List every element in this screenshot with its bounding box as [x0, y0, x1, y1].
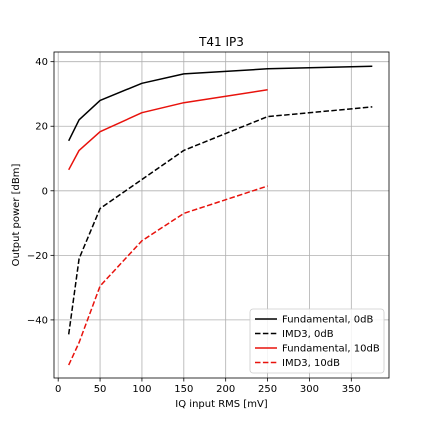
legend-box [249, 308, 385, 374]
y-tick-label: −40 [27, 315, 48, 326]
y-tick-label: 20 [35, 122, 48, 133]
x-tick-label: 350 [342, 384, 361, 395]
x-tick-label: 150 [174, 384, 193, 395]
y-tick-label: 0 [42, 186, 48, 197]
y-axis-label: Output power [dBm] [11, 164, 22, 267]
series-line-3 [68, 89, 268, 171]
x-tick-label: 250 [258, 384, 277, 395]
legend-label: IMD3, 10dB [282, 358, 340, 369]
plot-frame [53, 51, 390, 379]
grid [54, 52, 389, 378]
y-tick-label: −20 [27, 251, 48, 262]
legend-label: Fundamental, 0dB [282, 315, 373, 326]
x-tick-label: 300 [300, 384, 319, 395]
legend-label: Fundamental, 10dB [282, 344, 380, 355]
x-tick-label: 0 [55, 384, 61, 395]
chart-title: T41 IP3 [198, 35, 244, 49]
x-tick-label: 200 [216, 384, 235, 395]
y-tick-label: 40 [35, 57, 48, 68]
series-line-1 [68, 65, 373, 142]
series-line-4 [68, 185, 268, 366]
x-tick-label: 50 [94, 384, 107, 395]
legend-label: IMD3, 0dB [282, 329, 334, 340]
axis-ticks: 0 50 100 150 200 250 300 350 −40 −20 0 20 40 [27, 57, 361, 395]
series-lines [67, 65, 373, 366]
legend: Fundamental, 0dB IMD3, 0dB Fundamental, 10… [249, 308, 385, 374]
x-axis-label: IQ input RMS [mV] [175, 399, 267, 410]
series-line-2 [67, 106, 373, 335]
x-tick-label: 100 [132, 384, 151, 395]
